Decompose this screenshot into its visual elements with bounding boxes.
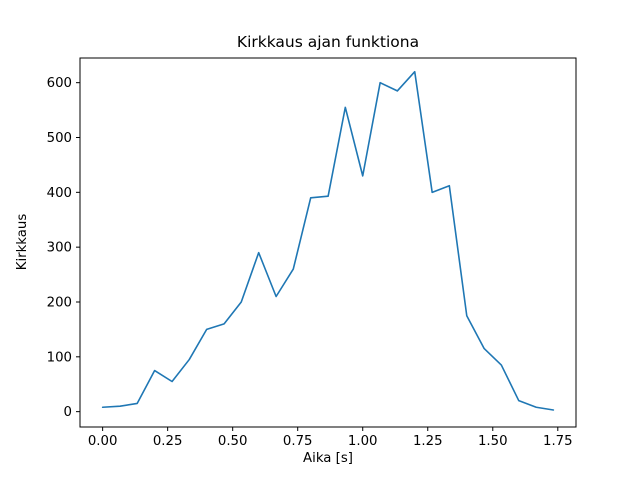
y-tick-label: 200 [47,295,72,310]
x-tick-label: 0.50 [218,434,248,449]
x-tick-label: 1.25 [413,434,443,449]
data-line [101,70,555,411]
y-tick-label: 100 [47,350,72,365]
y-axis-label: Kirkkaus [15,214,30,271]
x-tick-label: 0.00 [88,434,118,449]
x-axis-label: Aika [s] [303,451,353,466]
x-tick-label: 0.75 [283,434,313,449]
y-tick-label: 400 [47,186,72,201]
plot-area: 0.00 0.25 0.50 0.75 1.00 1.25 1.50 1.75 0 100 200 3… [47,57,577,449]
x-tick-label: 1.50 [478,434,508,449]
x-tick-label: 1.75 [543,434,573,449]
x-tick-label: 1.00 [348,434,378,449]
chart-title: Kirkkaus ajan funktiona [237,33,419,51]
y-tick-label: 300 [47,241,72,256]
y-tick-label: 500 [47,131,72,146]
x-tick-label: 0.25 [153,434,183,449]
y-tick-label: 0 [64,405,72,420]
y-tick-label: 600 [47,76,72,91]
plot-border [79,57,577,428]
